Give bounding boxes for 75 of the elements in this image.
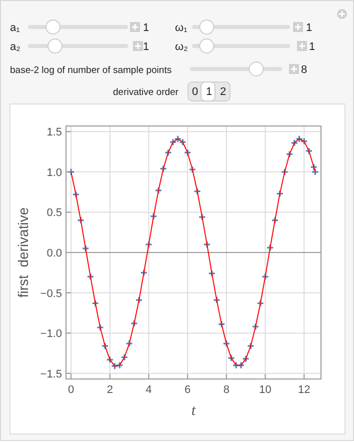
y-tick-label: −1.5 <box>40 368 62 380</box>
point <box>218 320 226 328</box>
text: a₂ <box>10 41 20 53</box>
x-tick-label: 12 <box>298 384 310 396</box>
y-tick-label: 1.0 <box>46 166 62 179</box>
point <box>222 340 230 348</box>
point <box>252 322 260 330</box>
point <box>169 138 177 146</box>
point <box>227 354 236 362</box>
text: derivative order <box>113 87 178 98</box>
point <box>305 147 313 155</box>
x-axis-title: t <box>191 403 196 419</box>
point <box>101 342 109 350</box>
text: 1 <box>206 86 212 98</box>
text: 2 <box>220 86 226 98</box>
point <box>164 148 172 156</box>
point <box>198 213 206 221</box>
text: ω₁ <box>175 22 188 34</box>
point <box>126 340 134 348</box>
point <box>82 244 90 252</box>
text: 1 <box>306 22 312 34</box>
text: base-2 log of number of sample points <box>10 65 172 76</box>
text: ω₂ <box>175 41 188 53</box>
point <box>261 272 270 280</box>
text: 1 <box>143 41 150 53</box>
point <box>135 296 143 304</box>
point <box>86 272 94 280</box>
point <box>106 356 114 364</box>
text: a₁ <box>10 22 20 34</box>
text: 0 <box>192 86 198 98</box>
point <box>144 240 153 248</box>
point <box>140 268 148 276</box>
point <box>154 186 162 194</box>
point <box>120 353 128 362</box>
point <box>203 240 211 248</box>
x-tick-label: 8 <box>223 384 230 396</box>
y-tick-label: −0.5 <box>40 288 62 300</box>
point <box>188 166 196 174</box>
point <box>72 190 80 198</box>
y-tick-label: −1.0 <box>40 328 62 340</box>
point <box>208 270 216 278</box>
point <box>160 164 168 173</box>
point <box>184 148 192 156</box>
point <box>76 216 85 224</box>
point <box>276 190 284 198</box>
y-tick-label: 1.5 <box>46 126 62 139</box>
x-tick-label: 6 <box>184 384 191 396</box>
point <box>110 362 119 370</box>
point <box>193 187 202 196</box>
point <box>92 299 100 308</box>
point <box>242 355 250 363</box>
x-tick-label: 4 <box>146 384 152 396</box>
line-series <box>70 138 316 367</box>
point <box>116 362 124 370</box>
point <box>256 299 264 308</box>
x-tick-label: 2 <box>106 384 113 396</box>
point <box>212 296 221 304</box>
y-axis-title: first derivative <box>15 207 31 298</box>
point <box>150 212 158 220</box>
point <box>290 139 298 147</box>
text: 1 <box>143 22 150 34</box>
x-tick-label: 0 <box>68 384 74 396</box>
y-tick-label: 0.0 <box>46 248 62 260</box>
point <box>271 216 279 224</box>
text: 8 <box>301 64 308 76</box>
point <box>96 324 104 332</box>
point <box>130 320 138 328</box>
point <box>286 150 294 158</box>
point <box>246 342 254 350</box>
point <box>280 168 288 176</box>
point <box>67 168 75 176</box>
x-tick-label: 10 <box>259 384 272 396</box>
y-tick-label: 0.5 <box>46 207 62 220</box>
text: 1 <box>309 41 316 53</box>
point <box>266 244 274 252</box>
